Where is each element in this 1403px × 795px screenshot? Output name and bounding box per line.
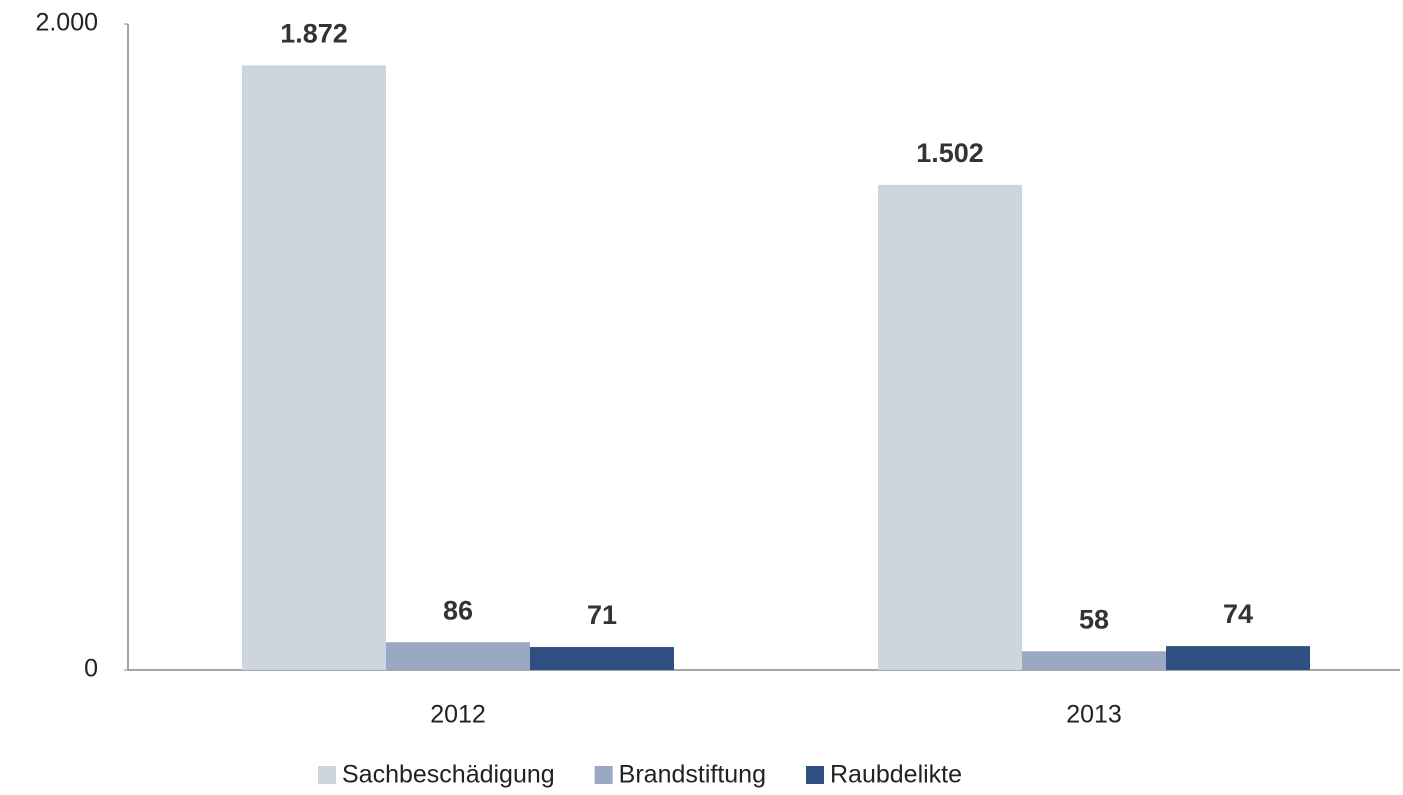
y-tick-label: 0 xyxy=(84,655,98,683)
x-tick-label: 2013 xyxy=(1066,701,1122,729)
legend-label: Brandstiftung xyxy=(619,761,766,789)
legend-swatch xyxy=(594,766,613,784)
legend-swatch xyxy=(806,766,824,784)
bar xyxy=(242,65,386,671)
bar xyxy=(1022,651,1166,670)
data-label: 74 xyxy=(1223,599,1253,629)
bar xyxy=(530,647,674,670)
bar xyxy=(878,184,1022,670)
y-tick-label: 2.000 xyxy=(35,9,98,37)
data-label: 58 xyxy=(1079,604,1109,634)
bar xyxy=(386,642,530,670)
legend-label: Sachbeschädigung xyxy=(342,761,555,789)
data-label: 1.872 xyxy=(280,18,348,48)
x-tick-label: 2012 xyxy=(430,701,486,729)
legend-swatch xyxy=(318,766,336,784)
data-label: 1.502 xyxy=(916,138,984,168)
data-label: 71 xyxy=(587,600,617,630)
legend-label: Raubdelikte xyxy=(830,761,962,789)
data-label: 86 xyxy=(443,595,473,625)
bar xyxy=(1166,646,1310,670)
